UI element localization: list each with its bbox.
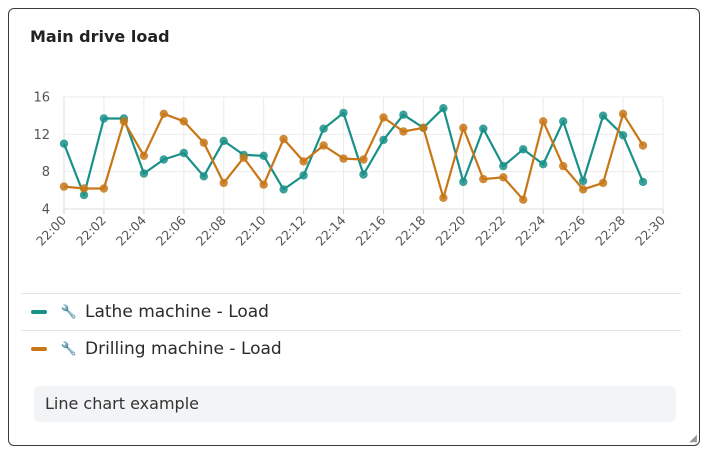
x-tick-label: 22:18 xyxy=(392,212,428,248)
data-point-0 xyxy=(279,185,288,194)
legend-swatch-drilling xyxy=(31,347,47,351)
wrench-icon: 🔧 xyxy=(60,341,78,357)
chart-caption: Line chart example xyxy=(34,386,676,422)
x-tick-label: 22:10 xyxy=(233,212,269,248)
data-point-1 xyxy=(259,180,268,189)
y-tick-label: 4 xyxy=(42,203,50,218)
legend-item-lathe[interactable]: 🔧 Lathe machine - Load xyxy=(21,293,681,330)
data-point-0 xyxy=(379,135,388,145)
data-point-0 xyxy=(139,169,149,178)
data-point-1 xyxy=(239,153,248,162)
data-point-1 xyxy=(539,117,548,126)
data-point-1 xyxy=(559,161,568,171)
data-point-0 xyxy=(618,131,628,140)
legend-label-lathe: Lathe machine - Load xyxy=(85,302,269,322)
data-point-1 xyxy=(598,178,608,188)
data-point-0 xyxy=(219,136,228,146)
data-point-0 xyxy=(319,124,328,133)
data-point-0 xyxy=(159,155,168,164)
legend-label-drilling: Drilling machine - Load xyxy=(85,339,282,359)
x-tick-label: 22:20 xyxy=(432,212,468,248)
data-point-0 xyxy=(359,170,368,179)
data-point-0 xyxy=(59,139,69,148)
x-tick-label: 22:24 xyxy=(512,212,548,248)
data-point-1 xyxy=(219,178,228,188)
data-point-0 xyxy=(598,111,608,120)
data-point-1 xyxy=(618,109,628,119)
data-point-1 xyxy=(199,138,208,147)
x-tick-label: 22:00 xyxy=(33,212,69,248)
data-point-0 xyxy=(179,148,188,158)
data-point-1 xyxy=(79,184,89,193)
x-tick-label: 22:14 xyxy=(313,212,349,248)
data-point-0 xyxy=(459,177,468,187)
chart-card: Main drive load 22:00 22:02 22:04 22:06 22:0… xyxy=(8,8,700,446)
data-point-0 xyxy=(259,151,268,160)
x-tick-label: 22:12 xyxy=(273,213,309,249)
data-point-0 xyxy=(559,117,568,126)
x-tick-label: 22:28 xyxy=(592,212,628,248)
data-point-1 xyxy=(319,141,328,150)
x-tick-label: 22:22 xyxy=(472,213,508,249)
data-point-0 xyxy=(519,145,528,154)
x-tick-label: 22:06 xyxy=(153,212,189,248)
data-point-1 xyxy=(379,113,388,122)
data-point-0 xyxy=(638,177,648,187)
data-point-1 xyxy=(279,134,288,144)
x-tick-label: 22:26 xyxy=(552,212,588,248)
data-point-0 xyxy=(99,114,109,123)
data-point-1 xyxy=(119,117,129,126)
data-point-0 xyxy=(539,160,548,169)
data-point-1 xyxy=(519,195,528,204)
data-point-0 xyxy=(439,104,448,113)
legend-swatch-lathe xyxy=(31,310,47,314)
data-point-1 xyxy=(159,109,168,119)
data-point-0 xyxy=(499,161,508,171)
x-tick-label: 22:08 xyxy=(193,212,229,248)
data-point-1 xyxy=(459,123,468,132)
data-point-1 xyxy=(139,151,149,160)
data-point-1 xyxy=(638,141,648,150)
data-point-1 xyxy=(479,174,488,184)
data-point-1 xyxy=(419,123,428,132)
wrench-icon: 🔧 xyxy=(60,304,78,320)
data-point-0 xyxy=(79,190,89,200)
data-point-0 xyxy=(479,124,488,133)
data-point-1 xyxy=(399,127,408,136)
y-tick-label: 8 xyxy=(42,165,50,180)
data-point-0 xyxy=(299,171,308,180)
data-point-1 xyxy=(299,157,308,166)
data-point-0 xyxy=(339,108,348,118)
chart-legend: 🔧 Lathe machine - Load 🔧 Drilling machin… xyxy=(21,293,681,367)
data-point-1 xyxy=(359,155,368,164)
y-tick-label: 16 xyxy=(33,91,50,106)
x-tick-label: 22:30 xyxy=(632,212,668,248)
data-point-1 xyxy=(439,193,448,202)
x-tick-label: 22:04 xyxy=(113,212,149,248)
resize-handle-icon[interactable]: ◢ xyxy=(689,433,697,444)
data-point-1 xyxy=(578,185,588,194)
card-title: Main drive load xyxy=(30,27,170,46)
data-point-0 xyxy=(578,176,588,186)
x-tick-label: 22:02 xyxy=(73,213,109,249)
data-point-0 xyxy=(399,110,408,119)
series-line-1 xyxy=(63,112,644,201)
legend-item-drilling[interactable]: 🔧 Drilling machine - Load xyxy=(21,330,681,367)
data-point-1 xyxy=(339,154,348,163)
line-chart: 22:00 22:02 22:04 22:06 22:08 22:10 22:12 22:14… xyxy=(33,91,668,249)
x-tick-label: 22:16 xyxy=(353,212,389,248)
data-point-1 xyxy=(499,173,508,182)
data-point-1 xyxy=(179,117,188,126)
data-point-1 xyxy=(59,182,69,191)
y-tick-label: 12 xyxy=(33,128,50,143)
data-point-0 xyxy=(199,172,208,181)
data-point-1 xyxy=(99,184,109,193)
